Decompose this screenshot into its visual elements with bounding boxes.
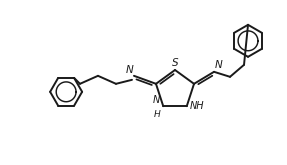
- Text: S: S: [172, 58, 178, 68]
- Text: N: N: [153, 95, 160, 105]
- Text: NH: NH: [190, 101, 204, 111]
- Text: H: H: [154, 110, 160, 119]
- Text: N: N: [125, 65, 133, 75]
- Text: N: N: [215, 60, 223, 70]
